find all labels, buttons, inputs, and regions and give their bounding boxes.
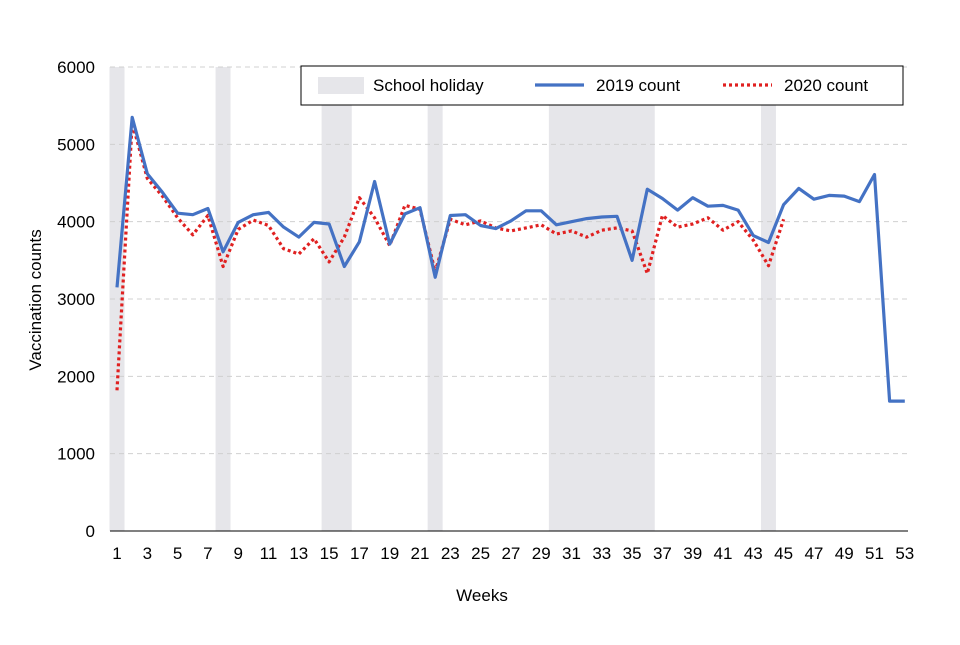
x-tick-label: 53 — [895, 544, 914, 563]
legend: School holiday 2019 count 2020 count — [300, 65, 904, 106]
holiday-band — [215, 67, 231, 531]
legend-holiday-swatch — [318, 77, 364, 94]
x-tick-label: 33 — [592, 544, 611, 563]
x-tick-label: 27 — [501, 544, 520, 563]
x-tick-label: 7 — [203, 544, 212, 563]
legend-box — [300, 65, 904, 106]
x-tick-label: 13 — [289, 544, 308, 563]
y-tick-label: 1000 — [57, 445, 95, 464]
x-tick-label: 41 — [714, 544, 733, 563]
y-tick-label: 5000 — [57, 135, 95, 154]
x-tick-label: 43 — [744, 544, 763, 563]
y-tick-label: 3000 — [57, 290, 95, 309]
x-tick-label: 29 — [532, 544, 551, 563]
x-tick-label: 9 — [233, 544, 242, 563]
x-tick-label: 19 — [380, 544, 399, 563]
x-tick-label: 11 — [260, 544, 278, 563]
x-tick-label: 21 — [411, 544, 430, 563]
y-tick-label: 2000 — [57, 367, 95, 386]
y-axis-ticks: 0 1000 2000 3000 4000 5000 6000 — [57, 58, 95, 541]
x-axis-ticks: 1 3 5 7 9 11 13 15 17 19 21 23 25 27 29 31 33 35 37 39 41 43 4… — [112, 544, 914, 563]
x-tick-label: 37 — [653, 544, 672, 563]
x-tick-label: 15 — [320, 544, 339, 563]
x-tick-label: 25 — [471, 544, 490, 563]
x-tick-label: 23 — [441, 544, 460, 563]
x-tick-label: 35 — [623, 544, 642, 563]
x-tick-label: 49 — [835, 544, 854, 563]
x-tick-label: 39 — [683, 544, 702, 563]
x-tick-label: 51 — [865, 544, 884, 563]
legend-holiday-label: School holiday — [373, 76, 484, 95]
x-tick-label: 5 — [173, 544, 182, 563]
y-axis-label: Vaccination counts — [26, 229, 45, 370]
y-tick-label: 4000 — [57, 213, 95, 232]
holiday-band — [548, 67, 655, 531]
x-tick-label: 17 — [350, 544, 369, 563]
series-2019-line — [115, 115, 905, 403]
holiday-band — [109, 67, 125, 531]
x-tick-label: 47 — [804, 544, 823, 563]
x-tick-label: 45 — [774, 544, 793, 563]
x-axis-label: Weeks — [456, 586, 508, 605]
legend-2019-label: 2019 count — [596, 76, 680, 95]
x-tick-label: 3 — [143, 544, 152, 563]
x-tick-label: 1 — [112, 544, 121, 563]
legend-2020-label: 2020 count — [784, 76, 868, 95]
series-lines — [115, 115, 905, 403]
x-tick-label: 31 — [562, 544, 581, 563]
y-tick-label: 6000 — [57, 58, 95, 77]
y-tick-label: 0 — [86, 522, 95, 541]
